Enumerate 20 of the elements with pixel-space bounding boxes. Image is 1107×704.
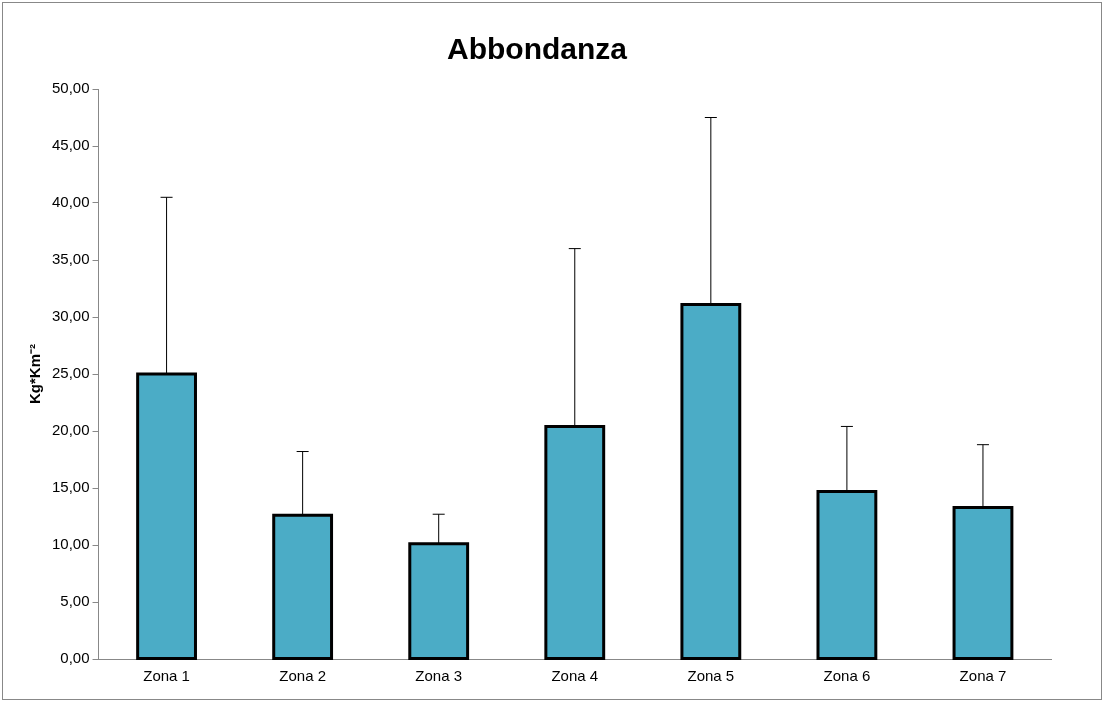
x-tick-label: Zona 5	[687, 667, 735, 685]
x-tick-label: Zona 3	[415, 667, 463, 685]
x-tick-label: Zona 7	[959, 667, 1007, 685]
x-tick-label: Zona 1	[143, 667, 190, 685]
y-tick-label: 45,00	[51, 136, 90, 154]
chart-title: Abbondanza	[447, 32, 628, 66]
y-tick-label: 10,00	[51, 535, 90, 553]
x-tick-label: Zona 6	[823, 667, 871, 685]
x-tick-label: Zona 2	[279, 667, 326, 685]
y-tick-label: 15,00	[51, 478, 90, 496]
y-tick-label: 30,00	[51, 307, 90, 325]
y-tick-label: 25,00	[51, 364, 90, 382]
y-tick-label: 0,00	[60, 649, 90, 667]
x-tick-label: Zona 4	[551, 667, 599, 685]
y-axis-title: Kg*Km⁻²	[26, 344, 44, 404]
y-tick-label: 5,00	[60, 592, 90, 610]
y-tick-label: 35,00	[51, 250, 90, 268]
y-tick-label: 40,00	[51, 193, 90, 211]
y-tick-label: 20,00	[51, 421, 90, 439]
y-tick-label: 50,00	[51, 79, 90, 97]
